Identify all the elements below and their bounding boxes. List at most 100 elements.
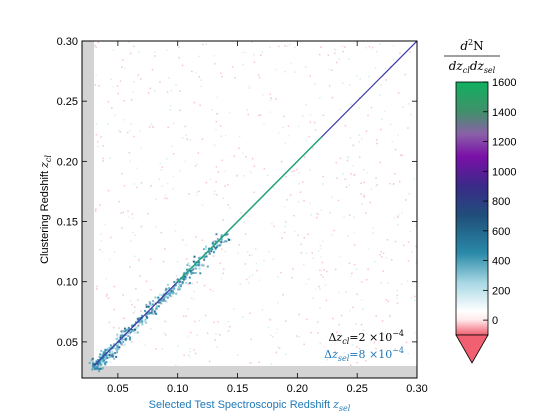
noise-pixel [382,333,385,335]
density-pixel [167,292,170,295]
noise-pixel [229,207,231,209]
density-pixel [214,240,217,243]
noise-pixel [189,348,191,350]
noise-pixel [371,46,374,49]
noise-pixel [172,175,175,177]
noise-pixel [211,109,214,111]
noise-pixel [133,255,136,258]
density-pixel [135,326,138,329]
noise-pixel [220,72,222,74]
noise-pixel [123,317,125,320]
noise-pixel [97,41,100,44]
density-pixel [100,367,103,370]
density-pixel [149,312,152,315]
density-pixel [135,321,137,324]
density-pixel [177,286,180,289]
density-pixel [127,335,130,337]
density-pixel [164,289,167,292]
noise-pixel [373,341,376,344]
density-pixel [205,248,208,251]
noise-pixel [178,46,180,48]
noise-pixel [204,314,207,317]
noise-pixel [175,223,177,225]
density-pixel [172,290,174,293]
noise-pixel [179,109,181,112]
density-pixel [98,370,100,373]
noise-pixel [284,45,286,47]
noise-pixel [328,85,331,87]
noise-pixel [379,94,381,97]
noise-pixel [409,230,411,233]
density-pixel [99,353,102,356]
noise-pixel [275,98,277,100]
density-pixel [157,305,160,308]
density-pixel [116,333,119,336]
noise-pixel [113,308,115,311]
noise-pixel [134,234,136,236]
density-pixel [130,328,133,331]
noise-pixel [94,44,96,47]
noise-pixel [311,252,313,254]
density-pixel [211,248,214,251]
noise-pixel [269,111,271,113]
noise-pixel [94,210,97,212]
noise-pixel [362,308,364,310]
density-pixel [195,267,198,270]
noise-pixel [215,333,217,335]
noise-pixel [175,278,178,281]
noise-pixel [399,154,402,156]
noise-pixel [248,87,251,89]
noise-pixel [185,244,188,246]
noise-pixel [119,131,122,133]
noise-pixel [413,332,416,334]
noise-pixel [163,332,166,334]
noise-pixel [188,354,190,356]
noise-pixel [379,43,381,45]
noise-pixel [194,320,196,323]
noise-pixel [238,147,240,149]
noise-pixel [187,283,189,285]
density-pixel [111,350,114,353]
density-pixel [99,368,102,371]
noise-pixel [365,212,367,214]
noise-pixel [178,56,180,59]
noise-pixel [268,318,271,320]
noise-pixel [384,67,387,70]
noise-pixel [394,173,396,175]
density-pixel [123,343,126,346]
noise-pixel [105,295,108,297]
noise-pixel [392,44,395,47]
noise-pixel [222,219,224,221]
noise-pixel [128,216,130,218]
noise-pixel [205,268,207,271]
density-pixel [104,357,106,360]
noise-pixel [310,214,312,216]
noise-pixel [121,173,123,175]
noise-pixel [243,51,246,54]
density-pixel [91,368,94,371]
noise-pixel [374,67,377,69]
noise-pixel [285,353,287,356]
noise-pixel [262,94,264,96]
noise-pixel [376,184,378,186]
noise-pixel [342,173,344,175]
density-pixel [141,323,144,326]
noise-pixel [139,130,141,132]
noise-pixel [215,166,218,168]
noise-pixel [407,241,410,243]
noise-pixel [108,258,111,261]
density-pixel [138,321,141,324]
density-pixel [117,338,120,341]
noise-pixel [408,192,410,195]
colorbar-tick-label: 400 [492,256,510,268]
density-pixel [165,300,168,303]
noise-pixel [298,183,300,185]
density-pixel [153,310,156,313]
noise-pixel [118,200,120,203]
density-pixel [224,234,227,237]
noise-pixel [317,213,319,215]
noise-pixel [338,291,340,294]
noise-pixel [375,347,377,350]
density-pixel [155,306,158,309]
